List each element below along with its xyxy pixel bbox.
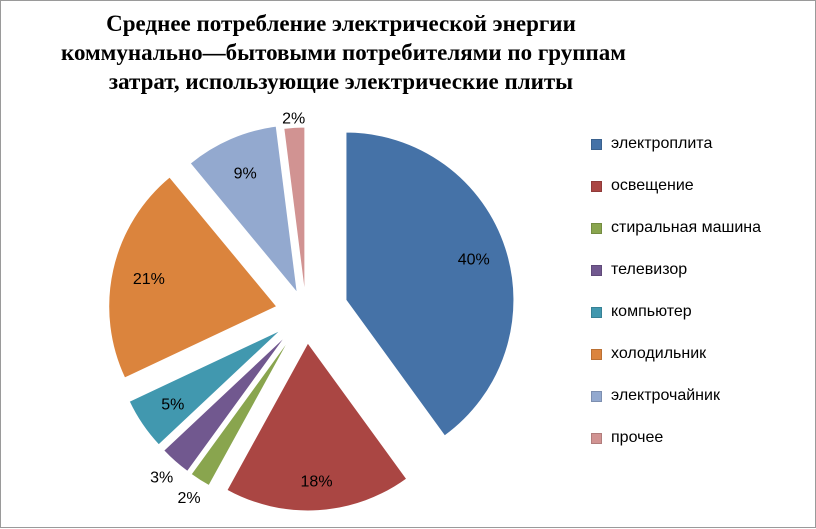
legend-item-электроплита: электроплита bbox=[591, 123, 761, 165]
legend-item-прочее: прочее bbox=[591, 417, 761, 459]
data-label-холодильник: 21% bbox=[133, 271, 165, 288]
chart-title-line-2: коммунально—бытовыми потребителями по гр… bbox=[61, 40, 626, 65]
legend-swatch bbox=[591, 306, 602, 318]
data-label-компьютер: 5% bbox=[161, 397, 184, 414]
data-label-освещение: 18% bbox=[301, 473, 333, 490]
data-label-электроплита: 40% bbox=[458, 251, 490, 268]
legend-swatch bbox=[591, 264, 602, 276]
data-label-телевизор: 3% bbox=[150, 470, 173, 487]
legend-label: электрочайник bbox=[611, 387, 720, 404]
chart-title: Среднее потребление электрической энерги… bbox=[61, 9, 626, 96]
legend-item-освещение: освещение bbox=[591, 165, 761, 207]
legend-label: компьютер bbox=[611, 303, 692, 320]
pie-slice-прочее bbox=[283, 126, 306, 296]
legend-item-телевизор: телевизор bbox=[591, 249, 761, 291]
data-label-электрочайник: 9% bbox=[234, 166, 257, 183]
chart-title-line-1: Среднее потребление электрической энерги… bbox=[106, 11, 576, 36]
legend-label: электроплита bbox=[611, 135, 713, 152]
legend-item-компьютер: компьютер bbox=[591, 291, 761, 333]
legend: электроплита освещение стиральная машина те… bbox=[591, 123, 761, 459]
pie-slice-телевизор bbox=[162, 335, 287, 473]
legend-swatch bbox=[591, 138, 602, 150]
pie-slice-компьютер bbox=[128, 329, 282, 446]
legend-label: прочее bbox=[611, 429, 664, 446]
legend-label: стиральная машина bbox=[611, 219, 761, 236]
chart-title-line-3: затрат, использующие электрические плиты bbox=[108, 69, 574, 94]
pie-slice-холодильник bbox=[108, 176, 278, 379]
legend-item-электрочайник: электрочайник bbox=[591, 375, 761, 417]
pie-slice-электрочайник bbox=[189, 125, 298, 295]
pie-slice-электроплита bbox=[345, 131, 515, 437]
legend-swatch bbox=[591, 222, 602, 234]
pie-slice-стиральная-машина bbox=[190, 338, 291, 487]
legend-swatch bbox=[591, 390, 602, 402]
pie-slice-освещение bbox=[226, 342, 408, 512]
legend-item-холодильник: холодильник bbox=[591, 333, 761, 375]
legend-swatch bbox=[591, 432, 602, 444]
legend-swatch bbox=[591, 348, 602, 360]
data-label-стиральная-машина: 2% bbox=[178, 490, 201, 507]
data-label-прочее: 2% bbox=[282, 110, 305, 127]
legend-label: освещение bbox=[611, 177, 694, 194]
legend-label: телевизор bbox=[611, 261, 688, 278]
legend-label: холодильник bbox=[611, 345, 707, 362]
legend-swatch bbox=[591, 180, 602, 192]
legend-item-стиральная-машина: стиральная машина bbox=[591, 207, 761, 249]
